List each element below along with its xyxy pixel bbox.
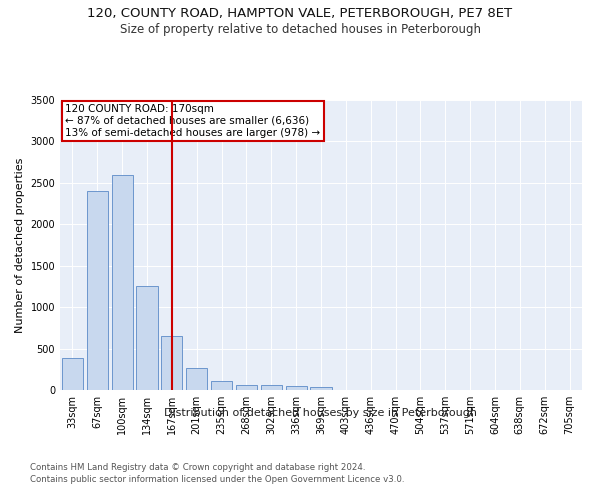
Bar bbox=[62, 358, 83, 390]
Bar bbox=[310, 387, 332, 390]
Bar bbox=[136, 286, 158, 390]
Bar bbox=[112, 174, 133, 390]
Bar bbox=[87, 191, 108, 390]
Text: 120 COUNTY ROAD: 170sqm
← 87% of detached houses are smaller (6,636)
13% of semi: 120 COUNTY ROAD: 170sqm ← 87% of detache… bbox=[65, 104, 320, 138]
Bar bbox=[236, 384, 257, 390]
Text: Contains public sector information licensed under the Open Government Licence v3: Contains public sector information licen… bbox=[30, 474, 404, 484]
Text: Size of property relative to detached houses in Peterborough: Size of property relative to detached ho… bbox=[119, 22, 481, 36]
Text: Contains HM Land Registry data © Crown copyright and database right 2024.: Contains HM Land Registry data © Crown c… bbox=[30, 464, 365, 472]
Bar bbox=[161, 336, 182, 390]
Bar bbox=[186, 368, 207, 390]
Text: 120, COUNTY ROAD, HAMPTON VALE, PETERBOROUGH, PE7 8ET: 120, COUNTY ROAD, HAMPTON VALE, PETERBOR… bbox=[88, 8, 512, 20]
Text: Distribution of detached houses by size in Peterborough: Distribution of detached houses by size … bbox=[164, 408, 478, 418]
Bar bbox=[261, 385, 282, 390]
Bar bbox=[286, 386, 307, 390]
Bar bbox=[211, 381, 232, 390]
Y-axis label: Number of detached properties: Number of detached properties bbox=[15, 158, 25, 332]
